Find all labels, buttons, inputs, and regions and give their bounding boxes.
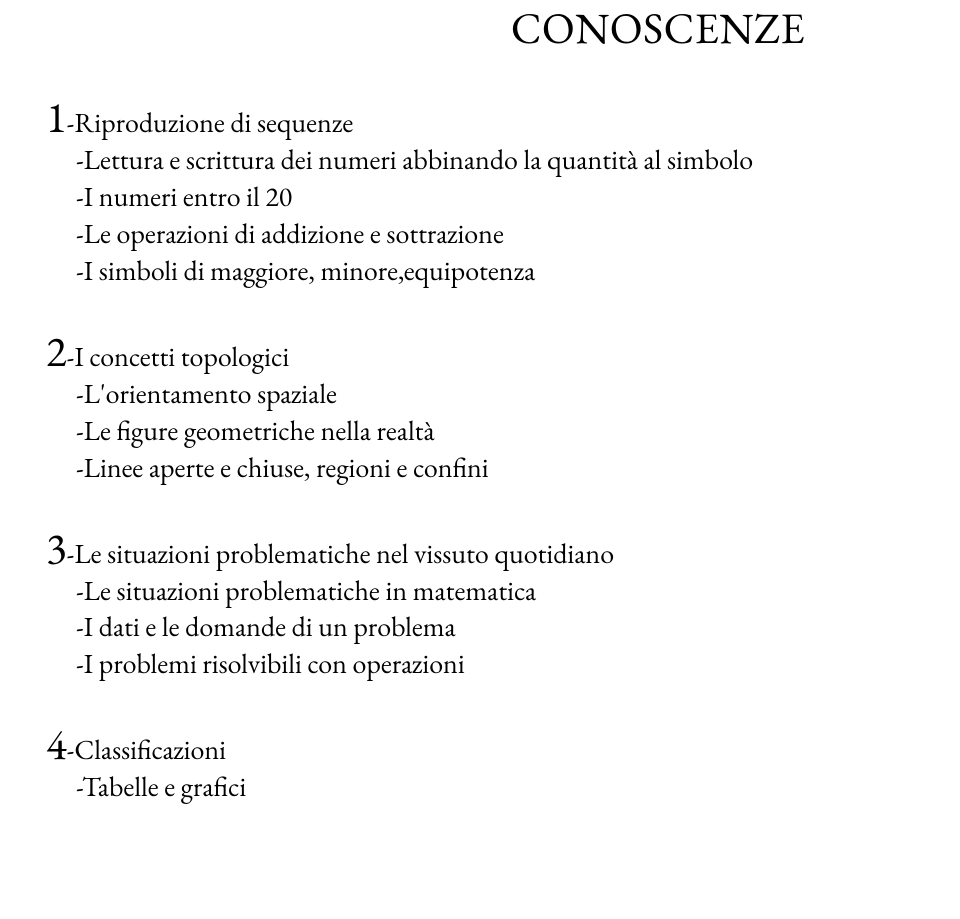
section-3-number: 3 bbox=[46, 520, 67, 576]
section-1-first-text: -Riproduzione di sequenze bbox=[67, 105, 354, 141]
section-3-line-2: -I dati e le domande di un problema bbox=[46, 609, 910, 646]
section-2-line-2: -Le figure geometriche nella realtà bbox=[46, 413, 910, 450]
section-4-first-text: -Classificazioni bbox=[67, 732, 226, 768]
section-4: 4-Classificazioni -Tabelle e grafici bbox=[46, 723, 910, 806]
section-3-first-text: -Le situazioni problematiche nel vissuto… bbox=[67, 536, 614, 572]
section-3-line-1: -Le situazioni problematiche in matemati… bbox=[46, 573, 910, 610]
section-1-line-1: -Lettura e scrittura dei numeri abbinand… bbox=[46, 142, 910, 179]
page: CONOSCENZE 1-Riproduzione di sequenze -L… bbox=[0, 0, 960, 806]
section-3: 3-Le situazioni problematiche nel vissut… bbox=[46, 527, 910, 684]
section-3-line-3: -I problemi risolvibili con operazioni bbox=[46, 646, 910, 683]
section-2-line-3: -Linee aperte e chiuse, regioni e confin… bbox=[46, 450, 910, 487]
section-4-number: 4 bbox=[46, 716, 67, 772]
section-1: 1-Riproduzione di sequenze -Lettura e sc… bbox=[46, 96, 910, 290]
section-1-number: 1 bbox=[46, 89, 67, 145]
section-2-first-text: -I concetti topologici bbox=[67, 339, 290, 375]
section-2-line-1: -L'orientamento spaziale bbox=[46, 376, 910, 413]
section-2-number: 2 bbox=[46, 323, 67, 379]
section-1-line-4: -I simboli di maggiore, minore,equipoten… bbox=[46, 253, 910, 290]
section-3-first-line: 3-Le situazioni problematiche nel vissut… bbox=[46, 527, 910, 573]
section-1-line-2: -I numeri entro il 20 bbox=[46, 179, 910, 216]
section-1-first-line: 1-Riproduzione di sequenze bbox=[46, 96, 910, 142]
section-2: 2-I concetti topologici -L'orientamento … bbox=[46, 330, 910, 487]
section-4-first-line: 4-Classificazioni bbox=[46, 723, 910, 769]
section-4-line-1: -Tabelle e grafici bbox=[46, 769, 910, 806]
page-title: CONOSCENZE bbox=[46, 0, 910, 56]
section-2-first-line: 2-I concetti topologici bbox=[46, 330, 910, 376]
section-1-line-3: -Le operazioni di addizione e sottrazion… bbox=[46, 216, 910, 253]
